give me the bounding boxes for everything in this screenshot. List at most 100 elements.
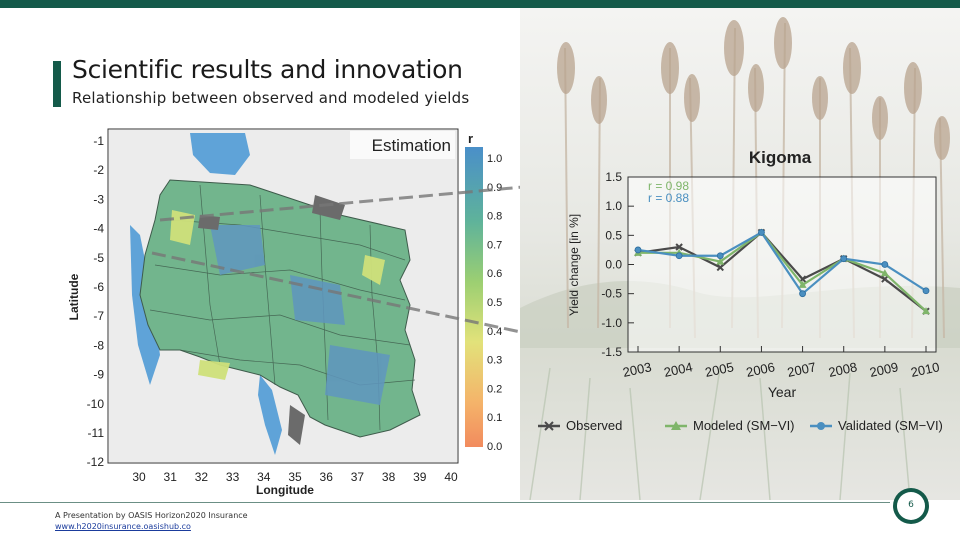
x-tick: 2006 (745, 359, 776, 380)
slide-subtitle: Relationship between observed and modele… (72, 89, 470, 107)
data-point (922, 307, 930, 315)
data-point (922, 287, 930, 295)
colorbar-tick: 1.0 (487, 153, 502, 165)
latitude-tick: -12 (87, 455, 105, 469)
latitude-tick: -4 (93, 222, 104, 236)
data-point (716, 263, 724, 272)
series-line (637, 230, 927, 313)
longitude-tick: 34 (257, 470, 271, 484)
data-point (880, 269, 889, 277)
colorbar-tick: 0.5 (487, 297, 502, 309)
longitude-tick: 37 (351, 470, 365, 484)
y-tick-labels: 1.5 1.0 0.5 0.0 -0.5 -1.0 -1.5 (601, 170, 622, 359)
x-tick: 2010 (909, 359, 940, 380)
chart-legend: Observed Modeled (SM−VI) Validated (SM−VI) (538, 418, 943, 433)
latitude-tick: -3 (93, 192, 104, 206)
colorbar-tick: 0.1 (487, 412, 502, 424)
colorbar (465, 147, 483, 447)
data-point (798, 280, 807, 288)
colorbar-title: r (468, 131, 473, 146)
data-point (675, 252, 683, 260)
longitude-tick: 30 (132, 470, 146, 484)
latitude-tick: -7 (93, 309, 104, 323)
longitude-tick: 40 (444, 470, 458, 484)
legend-label: Validated (SM−VI) (838, 418, 943, 433)
data-point (675, 243, 683, 251)
legend-label: Modeled (SM−VI) (693, 418, 795, 433)
colorbar-tick: 0.6 (487, 268, 502, 280)
x-tick: 2005 (704, 359, 735, 380)
longitude-tick: 35 (288, 470, 302, 484)
data-point (716, 252, 724, 260)
latitude-tick: -8 (93, 338, 104, 352)
colorbar-tick: 0.4 (487, 326, 502, 338)
longitude-label: Longitude (256, 483, 314, 497)
top-accent-bar (0, 0, 960, 8)
longitude-tick-labels: 30 31 32 33 34 35 36 37 38 39 40 (132, 470, 458, 484)
x-tick: 2008 (827, 359, 858, 380)
title-accent-bar (53, 61, 61, 107)
colorbar-tick: 0.2 (487, 383, 502, 395)
data-point (799, 290, 806, 298)
y-tick: 1.0 (605, 199, 622, 213)
latitude-tick: -6 (93, 280, 104, 294)
footer-link[interactable]: www.h2020insurance.oasishub.co (55, 522, 191, 531)
data-point (881, 275, 889, 283)
y-tick: 1.5 (605, 170, 622, 184)
longitude-tick: 31 (164, 470, 178, 484)
data-point (634, 246, 642, 254)
latitude-label: Latitude (67, 273, 81, 320)
correlation-map: -1 -2 -3 -4 -5 -6 -7 -8 -9 -10 -11 -12 30 31 32 33 34 35… (67, 128, 520, 497)
latitude-tick-labels: -1 -2 -3 -4 -5 -6 -7 -8 -9 -10 -11 -12 (87, 134, 105, 469)
slide-title: Scientific results and innovation (72, 55, 463, 84)
x-tick: 2009 (868, 359, 899, 380)
colorbar-tick: 0.7 (487, 239, 502, 251)
series-line (638, 230, 927, 312)
estimation-label: Estimation (372, 136, 451, 155)
page-number: 6 (908, 500, 914, 510)
longitude-tick: 33 (226, 470, 240, 484)
y-axis-label: Yield change [in %] (567, 214, 581, 316)
kigoma-chart: Kigoma 1.5 1.0 0.5 0.0 -0.5 -1.0 -1.5 2003 2004… (567, 148, 941, 400)
longitude-tick: 36 (320, 470, 334, 484)
longitude-tick: 32 (195, 470, 209, 484)
series-line (637, 230, 927, 296)
legend-item: Modeled (SM−VI) (665, 418, 795, 433)
lake-victoria (190, 133, 250, 175)
colorbar-tick: 0.8 (487, 211, 502, 223)
longitude-tick: 39 (413, 470, 427, 484)
annotation-r-validated: r = 0.88 (648, 191, 689, 205)
x-tick: 2007 (786, 359, 817, 380)
y-tick: -0.5 (601, 287, 622, 301)
colorbar-tick: 0.0 (487, 441, 502, 453)
footer-text: A Presentation by OASIS Horizon2020 Insu… (55, 511, 248, 520)
latitude-tick: -9 (93, 368, 104, 382)
latitude-tick: -11 (88, 426, 105, 440)
x-axis-label: Year (768, 384, 797, 400)
y-tick: 0.5 (605, 228, 622, 242)
y-tick: -1.5 (601, 345, 622, 359)
y-tick: 0.0 (605, 258, 622, 272)
chart-title: Kigoma (749, 148, 812, 167)
x-tick: 2003 (621, 359, 652, 380)
legend-item: Validated (SM−VI) (810, 418, 943, 433)
latitude-tick: -10 (87, 397, 105, 411)
latitude-tick: -5 (93, 251, 104, 265)
latitude-tick: -2 (93, 163, 104, 177)
page-number-badge: 6 (893, 488, 929, 524)
footer-divider (0, 502, 890, 503)
data-point (840, 255, 848, 263)
lake-malawi (258, 375, 282, 455)
data-point (716, 257, 725, 265)
longitude-tick: 38 (382, 470, 396, 484)
y-tick: -1.0 (601, 316, 622, 330)
data-point (758, 229, 765, 236)
latitude-tick: -1 (93, 134, 104, 148)
x-tick: 2004 (663, 359, 694, 380)
legend-item: Observed (538, 418, 622, 433)
colorbar-tick-labels: 1.00.90.80.70.60.50.40.30.20.10.0 (487, 153, 502, 453)
annotation-r-modeled: r = 0.98 (648, 179, 689, 193)
data-point (881, 261, 889, 268)
colorbar-tick: 0.3 (487, 355, 502, 367)
x-tick-labels: 2003 2004 2005 2006 2007 2008 2009 2010 (621, 359, 940, 380)
